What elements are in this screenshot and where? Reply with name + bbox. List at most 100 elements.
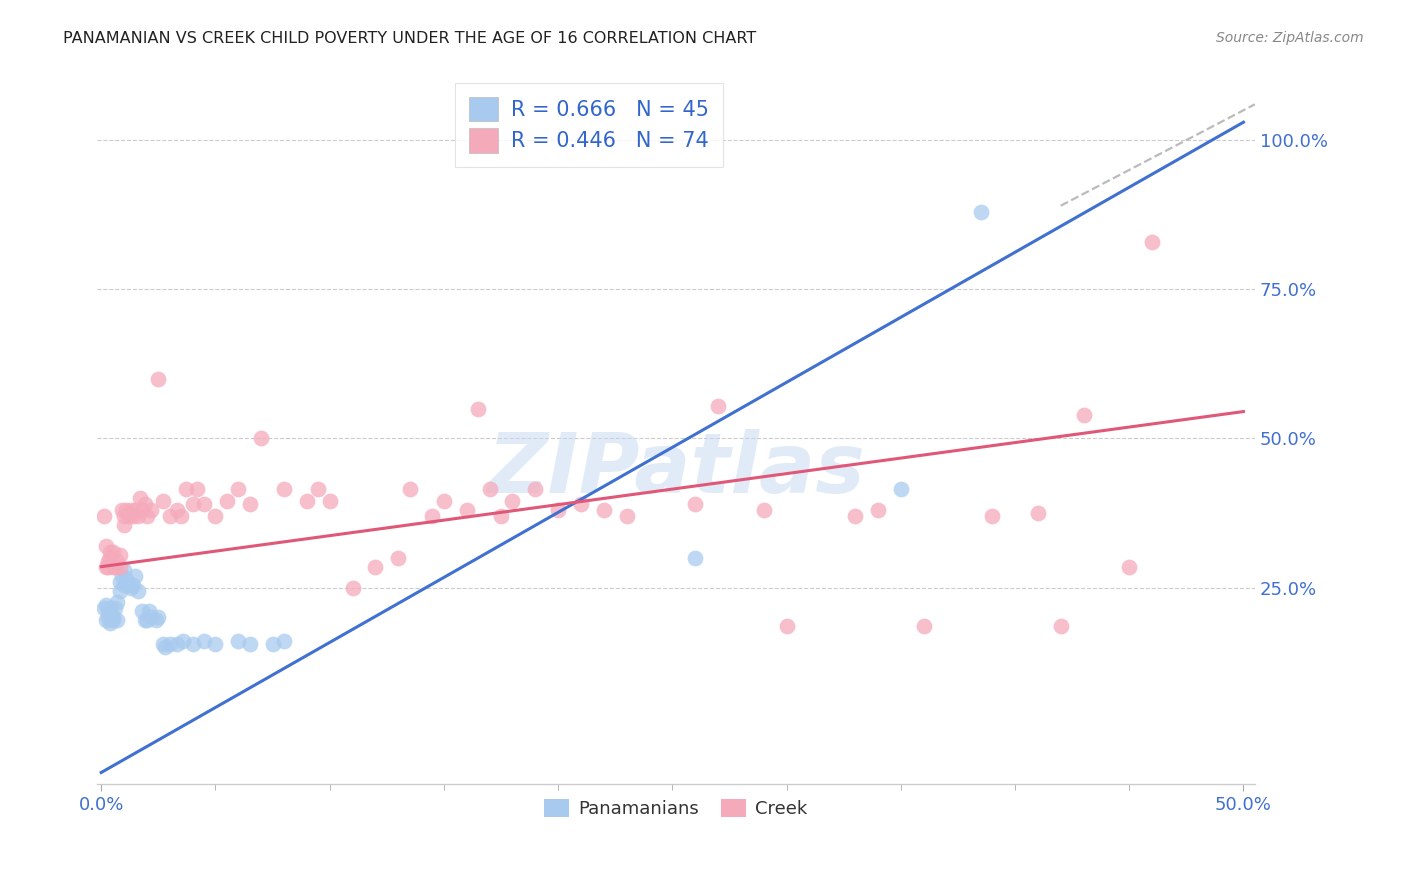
Point <box>547 503 569 517</box>
Point <box>94 559 117 574</box>
Point <box>186 482 208 496</box>
Point <box>104 559 127 574</box>
Point <box>467 401 489 416</box>
Point <box>101 545 124 559</box>
Point <box>912 619 935 633</box>
Point <box>112 508 135 523</box>
Point <box>105 613 128 627</box>
Point <box>120 581 142 595</box>
Point <box>1140 235 1163 249</box>
Point <box>135 508 157 523</box>
Point <box>127 508 149 523</box>
Point <box>239 637 262 651</box>
Point <box>866 503 889 517</box>
Point <box>501 494 523 508</box>
Point <box>98 616 121 631</box>
Point <box>141 610 163 624</box>
Point <box>98 550 121 565</box>
Point <box>981 508 1004 523</box>
Point <box>273 482 295 496</box>
Point <box>111 503 134 517</box>
Point <box>318 494 340 508</box>
Point <box>94 539 117 553</box>
Point <box>181 637 204 651</box>
Point <box>115 572 138 586</box>
Point <box>172 634 194 648</box>
Point <box>98 545 121 559</box>
Point <box>101 610 124 624</box>
Point <box>112 577 135 591</box>
Point <box>307 482 329 496</box>
Point <box>524 482 547 496</box>
Point <box>226 634 249 648</box>
Point <box>159 508 181 523</box>
Point <box>592 503 614 517</box>
Point <box>1049 619 1071 633</box>
Point <box>204 508 226 523</box>
Point <box>342 581 364 595</box>
Point <box>683 550 706 565</box>
Point <box>141 503 163 517</box>
Point <box>204 637 226 651</box>
Point <box>134 497 156 511</box>
Point <box>124 503 146 517</box>
Point <box>138 604 160 618</box>
Point <box>93 508 115 523</box>
Point <box>135 613 157 627</box>
Point <box>148 610 170 624</box>
Text: PANAMANIAN VS CREEK CHILD POVERTY UNDER THE AGE OF 16 CORRELATION CHART: PANAMANIAN VS CREEK CHILD POVERTY UNDER … <box>63 31 756 46</box>
Point <box>1073 408 1095 422</box>
Point <box>145 613 167 627</box>
Point <box>752 503 775 517</box>
Point <box>94 599 117 613</box>
Point <box>489 508 512 523</box>
Legend: Panamanians, Creek: Panamanians, Creek <box>537 792 814 825</box>
Point <box>387 550 409 565</box>
Point <box>93 601 115 615</box>
Point <box>683 497 706 511</box>
Point <box>122 577 145 591</box>
Point <box>844 508 866 523</box>
Point <box>215 494 238 508</box>
Point <box>134 613 156 627</box>
Point <box>127 583 149 598</box>
Point <box>105 554 128 568</box>
Point <box>104 601 127 615</box>
Point <box>181 497 204 511</box>
Point <box>115 503 138 517</box>
Point <box>152 637 174 651</box>
Point <box>112 517 135 532</box>
Point <box>117 577 139 591</box>
Point <box>117 508 139 523</box>
Point <box>122 508 145 523</box>
Point <box>170 508 193 523</box>
Point <box>478 482 501 496</box>
Point <box>569 497 592 511</box>
Point <box>97 604 120 618</box>
Point <box>890 482 912 496</box>
Point <box>970 204 993 219</box>
Point <box>1118 559 1140 574</box>
Point <box>166 503 188 517</box>
Point <box>273 634 295 648</box>
Point <box>148 372 170 386</box>
Point <box>456 503 478 517</box>
Point <box>108 583 131 598</box>
Point <box>105 595 128 609</box>
Point <box>616 508 638 523</box>
Point <box>364 559 387 574</box>
Point <box>239 497 262 511</box>
Point <box>108 574 131 589</box>
Point <box>131 503 153 517</box>
Point <box>250 431 273 445</box>
Point <box>152 494 174 508</box>
Text: ZIPatlas: ZIPatlas <box>486 429 865 510</box>
Point <box>153 640 176 655</box>
Point <box>422 508 444 523</box>
Point <box>174 482 197 496</box>
Point <box>111 568 134 582</box>
Point <box>193 497 215 511</box>
Point <box>1026 506 1049 520</box>
Point <box>159 637 181 651</box>
Point <box>707 399 730 413</box>
